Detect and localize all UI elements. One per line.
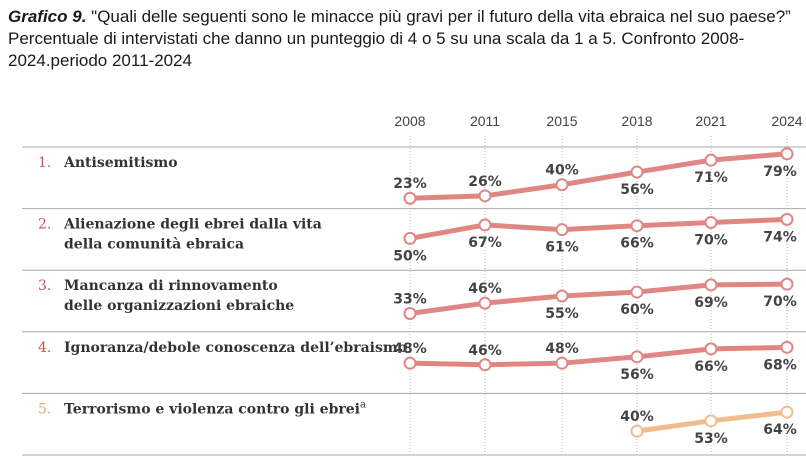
point: [704, 278, 718, 292]
row-label: Alienazione degli ebrei dalla vita: [63, 217, 322, 233]
row-label: Ignoranza/debole conoscenza dell’ebraism…: [64, 340, 407, 356]
point: [780, 212, 794, 226]
value-label: 64%: [763, 422, 797, 438]
point: [555, 178, 569, 192]
title-prefix: Grafico 9.: [8, 7, 87, 26]
superscript: a: [360, 399, 366, 410]
value-label: 48%: [393, 341, 427, 357]
point: [630, 285, 644, 299]
value-label: 48%: [545, 341, 579, 357]
value-label: 40%: [620, 409, 654, 425]
series-line: [407, 151, 790, 201]
point: [780, 405, 794, 419]
row-number: 1.: [38, 155, 51, 171]
x-tick-label: 2021: [695, 113, 726, 129]
chart-title: Grafico 9. "Quali delle seguenti sono le…: [8, 6, 798, 72]
x-tick-label: 2015: [546, 113, 577, 129]
value-label: 33%: [393, 291, 427, 307]
point: [704, 414, 718, 428]
point: [704, 153, 718, 167]
value-label: 53%: [694, 431, 728, 447]
row-label: Terrorismo e violenza contro gli ebreia: [64, 399, 366, 417]
value-label: 70%: [694, 233, 728, 249]
row-number: 5.: [38, 401, 51, 417]
series-line: [407, 281, 790, 316]
point: [780, 147, 794, 161]
row-label: delle organizzazioni ebraiche: [64, 298, 294, 314]
point: [630, 350, 644, 364]
point: [704, 342, 718, 356]
point: [630, 165, 644, 179]
value-label: 40%: [545, 163, 579, 179]
point: [478, 358, 492, 372]
point: [403, 356, 417, 370]
value-label: 60%: [620, 302, 654, 318]
value-label: 66%: [694, 359, 728, 375]
point: [630, 424, 644, 438]
value-label: 69%: [694, 295, 728, 311]
title-text: "Quali delle seguenti sono le minacce pi…: [8, 7, 791, 70]
value-label: 23%: [393, 176, 427, 192]
x-tick-label: 2008: [394, 113, 425, 129]
value-label: 71%: [694, 170, 728, 186]
value-label: 56%: [620, 182, 654, 198]
value-label: 46%: [468, 343, 502, 359]
point: [780, 340, 794, 354]
row-number: 4.: [38, 340, 51, 356]
row-label: Antisemitismo: [63, 155, 178, 171]
point: [630, 219, 644, 233]
row-label: della comunità ebraica: [64, 237, 244, 253]
point: [555, 223, 569, 237]
point: [478, 296, 492, 310]
point: [478, 189, 492, 203]
row-number: 2.: [38, 217, 51, 233]
x-tick-label: 2018: [621, 113, 652, 129]
point: [780, 277, 794, 291]
series-line: [407, 344, 790, 368]
value-label: 74%: [763, 229, 797, 245]
x-tick-label: 2024: [771, 113, 802, 129]
value-label: 79%: [763, 164, 797, 180]
point: [478, 218, 492, 232]
value-label: 68%: [763, 357, 797, 373]
value-label: 55%: [545, 306, 579, 322]
point: [403, 191, 417, 205]
point: [555, 356, 569, 370]
value-label: 70%: [763, 294, 797, 310]
value-label: 26%: [468, 174, 502, 190]
value-label: 66%: [620, 236, 654, 252]
value-label: 50%: [393, 248, 427, 264]
row-label: Mancanza di rinnovamento: [64, 278, 278, 294]
value-label: 61%: [545, 240, 579, 256]
value-label: 46%: [468, 281, 502, 297]
value-label: 56%: [620, 367, 654, 383]
value-label: 67%: [468, 235, 502, 251]
x-tick-label: 2011: [470, 113, 500, 129]
point: [403, 306, 417, 320]
point: [403, 231, 417, 245]
row-number: 3.: [38, 278, 51, 294]
series-line: [407, 216, 790, 241]
point: [704, 216, 718, 230]
point: [555, 289, 569, 303]
